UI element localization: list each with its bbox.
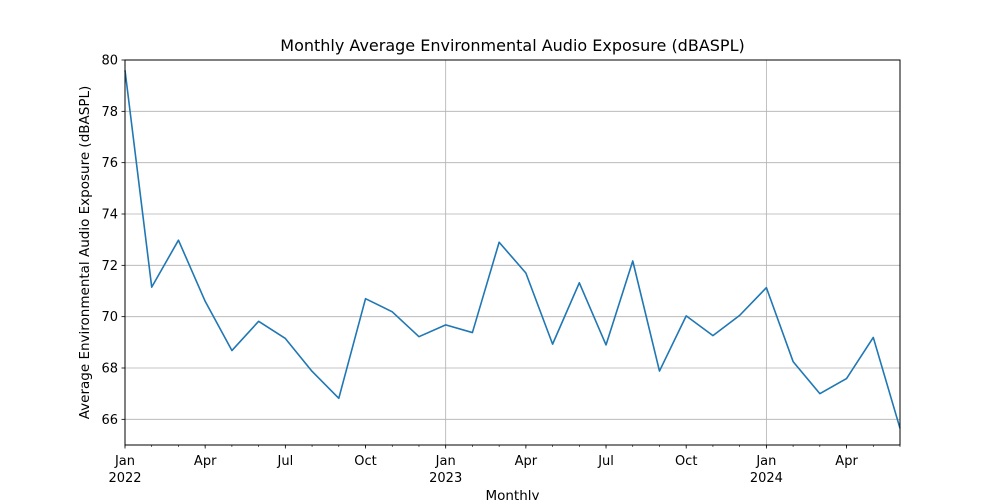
data-point <box>497 240 501 244</box>
x-tick-label: Apr <box>515 454 538 469</box>
data-point <box>390 310 394 314</box>
x-axis: Jan 2022 Apr Jul Oct Jan 2023 Apr Jul Oct Jan 2024 A… <box>108 445 901 486</box>
data-point <box>337 396 341 400</box>
data-point <box>551 342 555 346</box>
data-point <box>470 331 474 335</box>
data-point <box>871 335 875 339</box>
plot-frame <box>124 59 901 446</box>
data-point <box>417 335 421 339</box>
x-axis-title: Monthly <box>485 488 539 500</box>
y-tick-label: 72 <box>101 259 118 274</box>
data-point <box>364 297 368 301</box>
data-point <box>230 349 234 353</box>
data-point <box>203 299 207 303</box>
x-tick-label: Jan <box>755 454 776 469</box>
data-point <box>257 319 261 323</box>
y-tick-label: 78 <box>101 105 118 120</box>
data-point <box>818 392 822 396</box>
y-axis-title: Average Environmental Audio Exposure (dB… <box>77 86 93 420</box>
data-point <box>657 369 661 373</box>
x-tick-label: Apr <box>835 454 858 469</box>
x-tick-year-label: 2022 <box>108 471 141 486</box>
chart-title: Monthly Average Environmental Audio Expo… <box>280 36 744 55</box>
series-line <box>124 70 901 429</box>
x-tick-label: Oct <box>354 454 376 469</box>
y-tick-label: 66 <box>101 413 118 428</box>
x-tick-label: Oct <box>675 454 697 469</box>
x-tick-label: Jan <box>114 454 135 469</box>
data-point <box>711 334 715 338</box>
data-point <box>738 313 742 317</box>
x-tick-label: Jul <box>597 454 614 469</box>
x-tick-label: Jul <box>277 454 294 469</box>
data-point <box>524 271 528 275</box>
x-tick-label: Jan <box>435 454 456 469</box>
y-axis: 66 68 70 72 74 76 78 80 <box>101 54 125 428</box>
grid-lines <box>124 59 900 445</box>
data-point <box>845 377 849 381</box>
y-tick-label: 68 <box>101 362 118 377</box>
y-tick-label: 70 <box>101 310 118 325</box>
x-tick-label: Apr <box>194 454 217 469</box>
data-point <box>577 281 581 285</box>
y-tick-label: 80 <box>101 54 118 69</box>
data-point <box>444 323 448 327</box>
data-point <box>150 285 154 289</box>
y-tick-label: 74 <box>101 208 118 223</box>
data-point <box>604 343 608 347</box>
data-point <box>791 360 795 364</box>
series-layer <box>124 70 901 429</box>
data-point <box>310 369 314 373</box>
x-tick-year-label: 2024 <box>750 471 783 486</box>
data-point <box>283 336 287 340</box>
data-point <box>631 259 635 263</box>
data-point <box>684 314 688 318</box>
y-tick-label: 76 <box>101 156 118 171</box>
x-tick-year-label: 2023 <box>429 471 462 486</box>
data-point <box>176 238 180 242</box>
data-point <box>764 286 768 290</box>
